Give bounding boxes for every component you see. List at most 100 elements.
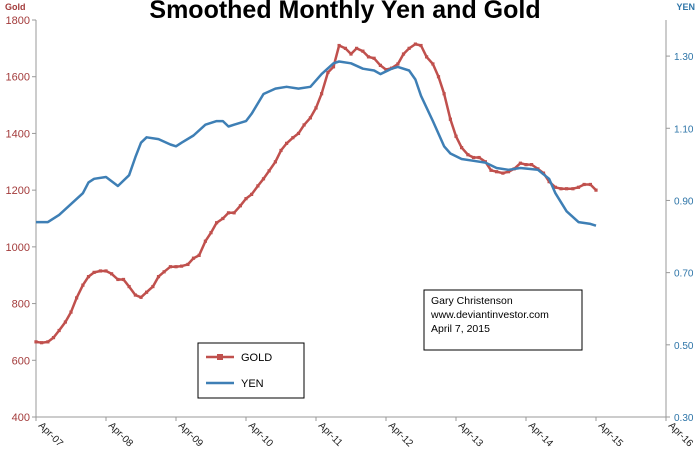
- x-tick-label: Apr-12: [386, 420, 415, 449]
- gold-data-point: [92, 270, 96, 274]
- x-tick-label: Apr-10: [246, 420, 275, 449]
- x-tick-label: Apr-14: [526, 420, 555, 449]
- gold-data-point: [594, 188, 598, 192]
- gold-data-point: [314, 106, 318, 110]
- gold-data-point: [460, 146, 464, 150]
- gold-data-point: [565, 187, 569, 191]
- gold-data-point: [308, 116, 312, 120]
- gold-data-point: [46, 340, 50, 344]
- x-tick-label: Apr-13: [456, 420, 485, 449]
- gold-data-point: [69, 310, 73, 314]
- legend-gold-marker: [217, 354, 223, 360]
- gold-data-point: [121, 277, 126, 282]
- gold-data-point: [431, 62, 435, 66]
- gold-data-point: [244, 197, 248, 201]
- gold-data-point: [349, 52, 353, 56]
- left-axis-label: Gold: [5, 2, 26, 12]
- gold-data-point: [145, 290, 149, 294]
- left-tick-label: 600: [12, 355, 30, 367]
- gold-data-point: [448, 117, 452, 121]
- legend-frame: [197, 342, 305, 399]
- gold-data-point: [34, 340, 38, 344]
- gold-data-point: [156, 275, 161, 279]
- x-tick-label: Apr-09: [176, 420, 205, 449]
- annotation-frame: [423, 289, 583, 351]
- gold-data-point: [186, 262, 190, 267]
- gold-data-point: [553, 185, 557, 189]
- gold-data-point: [582, 182, 586, 187]
- gold-data-point: [215, 221, 219, 225]
- right-tick-label: 0.50: [674, 341, 694, 352]
- left-tick-label: 1400: [6, 128, 30, 140]
- x-tick-label: Apr-11: [316, 420, 345, 449]
- series-line-yen: [36, 60, 597, 227]
- gold-data-point: [221, 216, 225, 221]
- gold-data-point: [86, 275, 91, 279]
- chart-title: Smoothed Monthly Yen and Gold: [149, 0, 540, 24]
- gold-data-point: [127, 284, 131, 289]
- gold-data-point: [168, 265, 172, 269]
- x-tick-label: Apr-16: [666, 420, 695, 449]
- gold-data-point: [571, 187, 575, 191]
- gold-data-point: [471, 155, 476, 160]
- gold-data-point: [63, 320, 67, 324]
- gold-data-point: [232, 211, 236, 215]
- right-tick-label: 1.10: [674, 124, 694, 135]
- gold-data-point: [524, 163, 528, 167]
- gold-data-point: [425, 55, 429, 59]
- gold-data-point: [139, 295, 143, 299]
- gold-data-point: [296, 131, 301, 136]
- left-tick-label: 400: [12, 412, 30, 424]
- gold-data-point: [273, 160, 277, 164]
- gold-data-point: [81, 283, 85, 287]
- gold-data-point: [442, 92, 446, 96]
- gold-data-point: [238, 204, 242, 208]
- gold-data-point: [495, 170, 499, 174]
- gold-data-point: [343, 46, 347, 50]
- gold-data-point: [378, 63, 382, 67]
- left-tick-label: 1800: [6, 15, 30, 27]
- gold-data-point: [530, 163, 534, 167]
- gold-data-point: [191, 256, 196, 260]
- x-tick-label: Apr-08: [106, 420, 135, 449]
- legend-yen-label: YEN: [241, 378, 264, 390]
- gold-data-point: [261, 177, 266, 181]
- gold-data-point: [337, 43, 341, 48]
- annotation-line-website: www.deviantinvestor.com: [430, 309, 549, 321]
- gold-data-point: [588, 182, 592, 187]
- gold-data-point: [75, 296, 79, 300]
- gold-data-point: [267, 169, 271, 173]
- gold-data-point: [151, 284, 155, 289]
- gold-data-point: [104, 269, 108, 273]
- gold-data-point: [413, 42, 417, 46]
- annotation-box: Gary Christenson www.deviantinvestor.com…: [423, 289, 583, 351]
- gold-data-point: [361, 49, 365, 53]
- right-tick-label: 0.70: [674, 269, 694, 280]
- gold-data-point: [326, 70, 330, 75]
- gold-data-point: [285, 141, 289, 145]
- right-tick-label: 0.90: [674, 196, 694, 207]
- left-tick-label: 1000: [6, 242, 30, 254]
- gold-data-point: [407, 46, 411, 50]
- gold-data-point: [501, 171, 505, 175]
- gold-data-point: [57, 328, 61, 333]
- gold-data-point: [174, 265, 178, 269]
- gold-data-point: [279, 148, 283, 153]
- gold-data-point: [197, 253, 201, 257]
- gold-data-point: [419, 43, 423, 48]
- gold-data-point: [355, 46, 359, 50]
- gold-data-point: [366, 55, 371, 59]
- legend-gold-label: GOLD: [241, 352, 272, 364]
- gold-data-point: [133, 293, 137, 297]
- gold-data-point: [384, 68, 388, 72]
- gold-data-point: [110, 272, 114, 276]
- gold-data-point: [489, 168, 493, 172]
- gold-data-point: [396, 62, 400, 66]
- gold-data-point: [98, 269, 102, 273]
- annotation-line-author: Gary Christenson: [431, 295, 513, 307]
- gold-data-point: [116, 277, 120, 282]
- gold-data-point: [51, 336, 56, 340]
- gold-data-point: [203, 239, 207, 243]
- series-layer: [34, 42, 598, 345]
